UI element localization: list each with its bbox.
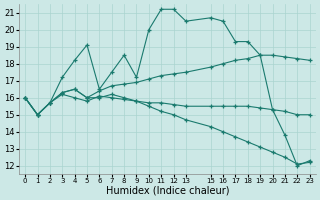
- X-axis label: Humidex (Indice chaleur): Humidex (Indice chaleur): [106, 186, 229, 196]
